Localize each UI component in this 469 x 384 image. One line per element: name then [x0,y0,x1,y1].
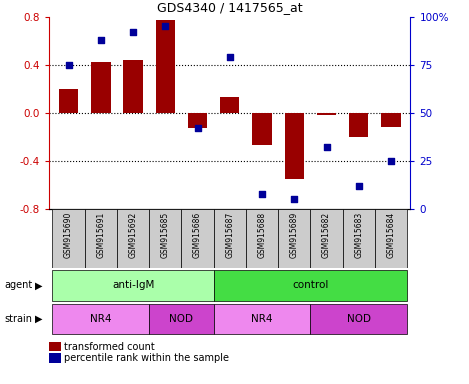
Text: agent: agent [5,280,33,290]
Text: strain: strain [5,314,33,324]
Bar [149,209,182,268]
Text: transformed count: transformed count [64,342,155,352]
Text: GSM915684: GSM915684 [386,212,395,258]
Bar [214,304,310,334]
Bar [85,209,117,268]
Text: NOD: NOD [347,314,371,324]
Point [323,144,330,151]
Bar [123,60,143,113]
Bar [59,89,78,113]
Bar [317,113,336,115]
Bar [182,209,214,268]
Bar [149,304,214,334]
Point [355,183,363,189]
Bar [278,209,310,268]
Bar [246,209,278,268]
Bar [214,270,407,301]
Bar [252,113,272,145]
Bar [381,113,401,127]
Text: GSM915690: GSM915690 [64,212,73,258]
Text: NR4: NR4 [90,314,112,324]
Text: GSM915682: GSM915682 [322,212,331,258]
Text: ▶: ▶ [35,314,43,324]
Text: anti-IgM: anti-IgM [112,280,154,290]
Bar [214,209,246,268]
Text: percentile rank within the sample: percentile rank within the sample [64,353,229,363]
Point [65,62,72,68]
Bar [310,304,407,334]
Bar [53,209,85,268]
Bar [156,20,175,113]
Text: GSM915685: GSM915685 [161,212,170,258]
Bar [375,209,407,268]
Point [161,23,169,30]
Point [387,158,395,164]
Text: GSM915692: GSM915692 [129,212,137,258]
Text: GSM915686: GSM915686 [193,212,202,258]
Bar [188,113,207,129]
Text: control: control [292,280,329,290]
Point [97,37,105,43]
Text: GSM915689: GSM915689 [290,212,299,258]
Title: GDS4340 / 1417565_at: GDS4340 / 1417565_at [157,1,303,14]
Bar [91,63,111,113]
Bar [220,97,240,113]
Text: GSM915683: GSM915683 [354,212,363,258]
Text: NR4: NR4 [251,314,273,324]
Bar [285,113,304,179]
Bar [117,209,149,268]
Text: GSM915688: GSM915688 [257,212,266,258]
Point [129,29,137,35]
Point [226,54,234,60]
Bar [349,113,369,137]
Text: ▶: ▶ [35,280,43,290]
Point [194,125,201,131]
Bar [343,209,375,268]
Bar [310,209,343,268]
Text: GSM915691: GSM915691 [96,212,106,258]
Text: NOD: NOD [169,314,193,324]
Point [290,196,298,202]
Point [258,190,266,197]
Bar [53,270,214,301]
Text: GSM915687: GSM915687 [225,212,234,258]
Bar [53,304,149,334]
